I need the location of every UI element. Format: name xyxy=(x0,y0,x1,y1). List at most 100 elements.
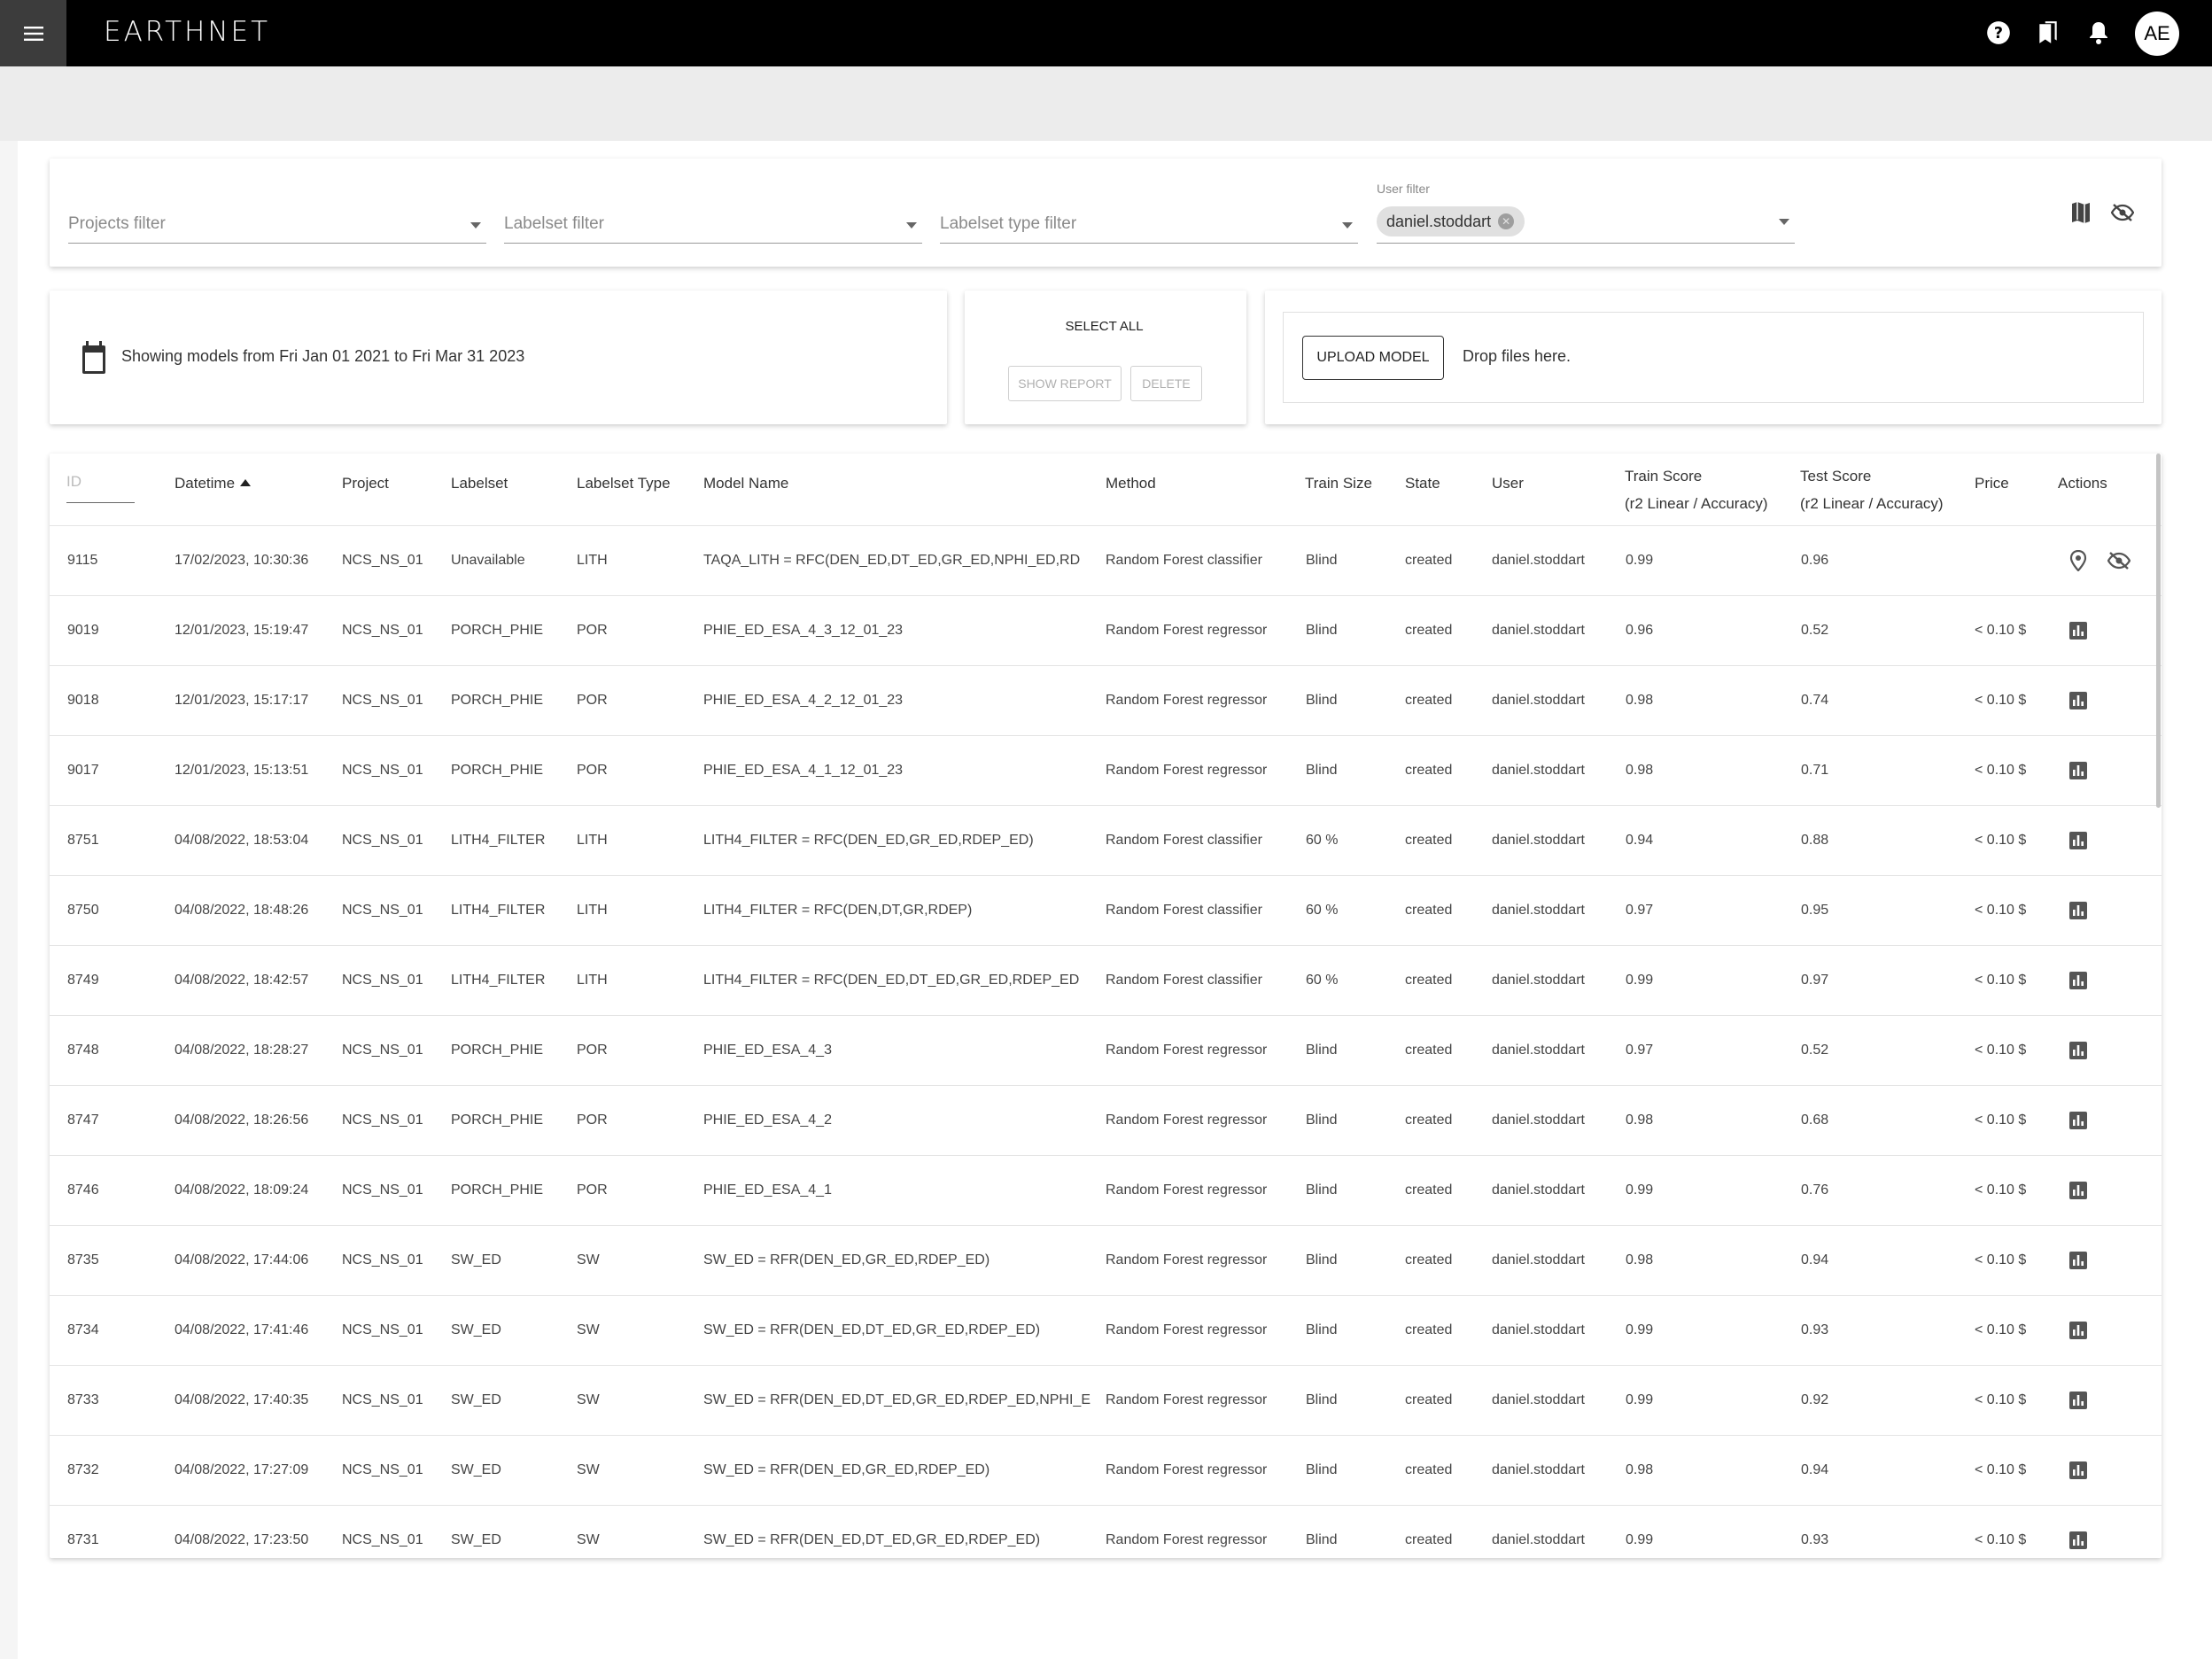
row-datetime: 04/08/2022, 18:28:27 xyxy=(175,1043,309,1058)
row-id: 8733 xyxy=(67,1392,99,1407)
column-header-datetime[interactable]: Datetime xyxy=(175,475,252,492)
row-test-score: 0.88 xyxy=(1801,833,1829,848)
row-price: < 0.10 $ xyxy=(1975,1462,2027,1477)
table-row[interactable]: 9017 12/01/2023, 15:13:51 NCS_NS_01 PORCH_P… xyxy=(50,736,2162,806)
table-row[interactable]: 9019 12/01/2023, 15:19:47 NCS_NS_01 PORCH_P… xyxy=(50,596,2162,666)
row-model-name: SW_ED = RFR(DEN_ED,DT_ED,GR_ED,RDEP_ED) xyxy=(703,1322,1041,1337)
menu-button[interactable] xyxy=(0,0,66,66)
labelset-filter[interactable]: Labelset filter xyxy=(504,182,922,244)
show-report-button[interactable]: SHOW REPORT xyxy=(1008,366,1122,401)
labelset-type-filter[interactable]: Labelset type filter xyxy=(940,182,1358,244)
row-labelset: LITH4_FILTER xyxy=(451,973,546,988)
top-app-bar: EARTHNET ? AE xyxy=(0,0,2212,66)
row-labelset-type: POR xyxy=(577,693,608,708)
bar-chart-icon[interactable] xyxy=(2064,966,2092,995)
table-row[interactable]: 8746 04/08/2022, 18:09:24 NCS_NS_01 PORCH_P… xyxy=(50,1156,2162,1226)
bar-chart-icon[interactable] xyxy=(2064,1246,2092,1275)
row-user: daniel.stoddart xyxy=(1492,1392,1585,1407)
row-user: daniel.stoddart xyxy=(1492,903,1585,918)
row-id: 9115 xyxy=(67,553,98,568)
projects-filter[interactable]: Projects filter xyxy=(68,182,486,244)
row-model-name: LITH4_FILTER = RFC(DEN_ED,DT_ED,GR_ED,RD… xyxy=(703,973,1080,988)
sort-ascending-icon xyxy=(240,479,252,486)
drop-zone[interactable] xyxy=(1283,312,2144,403)
date-range-text[interactable]: Showing models from Fri Jan 01 2021 to F… xyxy=(121,347,525,365)
row-state: created xyxy=(1405,833,1453,848)
row-model-name: LITH4_FILTER = RFC(DEN_ED,GR_ED,RDEP_ED) xyxy=(703,833,1034,848)
drop-files-text: Drop files here. xyxy=(1463,347,1572,365)
row-user: daniel.stoddart xyxy=(1492,1252,1585,1268)
upload-model-button[interactable]: UPLOAD MODEL xyxy=(1302,336,1444,380)
row-labelset-type: SW xyxy=(577,1322,600,1337)
row-datetime: 04/08/2022, 17:23:50 xyxy=(175,1532,309,1547)
row-project: NCS_NS_01 xyxy=(342,1392,423,1407)
notifications-icon[interactable] xyxy=(2084,18,2114,48)
row-datetime: 04/08/2022, 18:42:57 xyxy=(175,973,309,988)
row-method: Random Forest classifier xyxy=(1106,553,1262,568)
bar-chart-icon[interactable] xyxy=(2064,896,2092,925)
row-state: created xyxy=(1405,763,1453,778)
row-method: Random Forest regressor xyxy=(1106,763,1268,778)
bar-chart-icon[interactable] xyxy=(2064,1176,2092,1205)
chip-remove-icon[interactable]: ✕ xyxy=(1498,213,1515,229)
row-labelset: PORCH_PHIE xyxy=(451,693,544,708)
row-datetime: 17/02/2023, 10:30:36 xyxy=(175,553,309,568)
table-row[interactable]: 8731 04/08/2022, 17:23:50 NCS_NS_01 SW_ED SW… xyxy=(50,1506,2162,1558)
row-price: < 0.10 $ xyxy=(1975,973,2027,988)
visibility-off-icon[interactable] xyxy=(2105,547,2133,575)
row-method: Random Forest regressor xyxy=(1106,1043,1268,1058)
bar-chart-icon[interactable] xyxy=(2064,826,2092,855)
table-row[interactable]: 8735 04/08/2022, 17:44:06 NCS_NS_01 SW_ED SW… xyxy=(50,1226,2162,1296)
bar-chart-icon[interactable] xyxy=(2064,1526,2092,1554)
map-pin-icon[interactable] xyxy=(2064,547,2092,575)
table-row[interactable]: 8751 04/08/2022, 18:53:04 NCS_NS_01 LITH4_F… xyxy=(50,806,2162,876)
delete-button[interactable]: DELETE xyxy=(1130,366,1202,401)
bar-chart-icon[interactable] xyxy=(2064,616,2092,645)
bookmarks-icon[interactable] xyxy=(2033,18,2063,48)
row-id: 9019 xyxy=(67,623,99,638)
table-row[interactable]: 8750 04/08/2022, 18:48:26 NCS_NS_01 LITH4_F… xyxy=(50,876,2162,946)
table-row[interactable]: 8749 04/08/2022, 18:42:57 NCS_NS_01 LITH4_F… xyxy=(50,946,2162,1016)
table-row[interactable]: 8732 04/08/2022, 17:27:09 NCS_NS_01 SW_ED SW… xyxy=(50,1436,2162,1506)
row-datetime: 04/08/2022, 17:40:35 xyxy=(175,1392,309,1407)
table-row[interactable]: 8733 04/08/2022, 17:40:35 NCS_NS_01 SW_ED SW… xyxy=(50,1366,2162,1436)
row-state: created xyxy=(1405,1182,1453,1198)
table-row[interactable]: 8747 04/08/2022, 18:26:56 NCS_NS_01 PORCH_P… xyxy=(50,1086,2162,1156)
bar-chart-icon[interactable] xyxy=(2064,756,2092,785)
labelset-filter-placeholder: Labelset filter xyxy=(504,214,605,233)
row-labelset-type: POR xyxy=(577,1182,608,1198)
map-icon[interactable] xyxy=(2067,198,2095,227)
row-labelset-type: SW xyxy=(577,1462,600,1477)
table-scrollbar[interactable] xyxy=(2156,454,2161,808)
row-train-size: 60 % xyxy=(1306,903,1339,918)
row-id: 8750 xyxy=(67,903,99,918)
bar-chart-icon[interactable] xyxy=(2064,1386,2092,1415)
row-price: < 0.10 $ xyxy=(1975,1043,2027,1058)
row-method: Random Forest regressor xyxy=(1106,1392,1268,1407)
visibility-off-icon[interactable] xyxy=(2108,198,2137,227)
row-train-size: Blind xyxy=(1306,1322,1338,1337)
bar-chart-icon[interactable] xyxy=(2064,1456,2092,1485)
bar-chart-icon[interactable] xyxy=(2064,1316,2092,1345)
row-datetime: 04/08/2022, 17:27:09 xyxy=(175,1462,309,1477)
table-row[interactable]: 9018 12/01/2023, 15:17:17 NCS_NS_01 PORCH_P… xyxy=(50,666,2162,736)
bar-chart-icon[interactable] xyxy=(2064,686,2092,715)
table-row[interactable]: 8734 04/08/2022, 17:41:46 NCS_NS_01 SW_ED SW… xyxy=(50,1296,2162,1366)
id-filter-input[interactable]: ID xyxy=(66,469,135,503)
table-row[interactable]: 8748 04/08/2022, 18:28:27 NCS_NS_01 PORCH_P… xyxy=(50,1016,2162,1086)
select-all-button[interactable]: SELECT ALL xyxy=(1065,319,1144,334)
app-logo[interactable]: EARTHNET xyxy=(104,16,271,48)
models-table: ID Datetime Project Labelset Labelset Ty… xyxy=(50,454,2162,1558)
labelset-type-filter-placeholder: Labelset type filter xyxy=(940,214,1077,233)
table-row[interactable]: 9115 17/02/2023, 10:30:36 NCS_NS_01 Unavail… xyxy=(50,526,2162,596)
bar-chart-icon[interactable] xyxy=(2064,1106,2092,1135)
row-labelset: SW_ED xyxy=(451,1322,501,1337)
user-filter[interactable]: User filter daniel.stoddart ✕ xyxy=(1377,182,1795,244)
help-icon[interactable]: ? xyxy=(1983,18,2014,48)
bar-chart-icon[interactable] xyxy=(2064,1036,2092,1065)
calendar-icon[interactable] xyxy=(80,339,108,376)
dropdown-arrow-icon xyxy=(1779,219,1789,225)
row-test-score: 0.94 xyxy=(1801,1462,1829,1477)
row-datetime: 04/08/2022, 17:44:06 xyxy=(175,1252,309,1268)
user-avatar[interactable]: AE xyxy=(2135,12,2179,56)
